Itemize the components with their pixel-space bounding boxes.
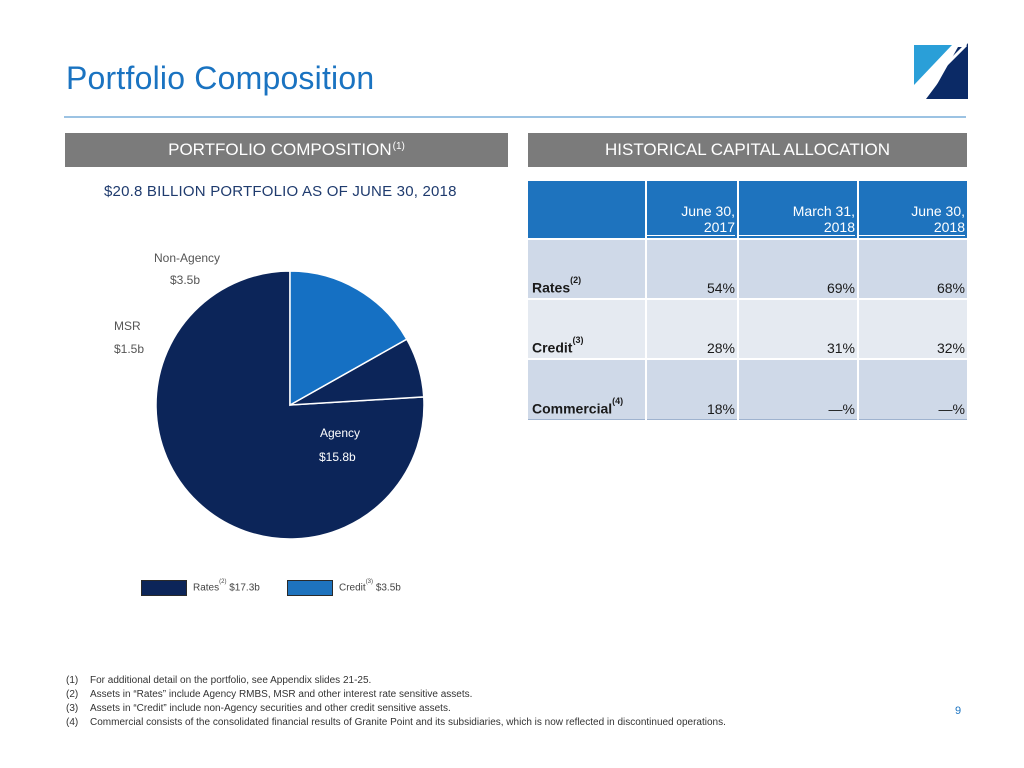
row-label-rates: Rates(2) bbox=[528, 238, 647, 299]
historical-capital-allocation-header-text: HISTORICAL CAPITAL ALLOCATION bbox=[605, 140, 890, 159]
pie-label-non-agency-value: $3.5b bbox=[170, 273, 201, 287]
table-header-col-2: March 31, 2018 bbox=[738, 181, 859, 239]
table-header-row: June 30, 2017 March 31, 2018 June 30, 2018 bbox=[528, 181, 967, 239]
page-number: 9 bbox=[955, 705, 962, 717]
table-row: Credit(3) 28% 31% 32% bbox=[528, 298, 967, 359]
row-label-commercial: Commercial(4) bbox=[528, 358, 647, 420]
portfolio-pie-chart bbox=[155, 270, 425, 540]
table-row: Commercial(4) 18% —% —% bbox=[528, 358, 967, 420]
table-cell: 54% bbox=[646, 238, 739, 299]
table-cell: 31% bbox=[738, 298, 859, 359]
portfolio-composition-header-note: (1) bbox=[392, 140, 405, 152]
footnote-1: (1) For additional detail on the portfoli… bbox=[66, 675, 372, 686]
pie-label-msr-value: $1.5b bbox=[114, 342, 145, 356]
legend-text-rates: Rates(2) $17.3b bbox=[193, 579, 260, 594]
footnote-4: (4) Commercial consists of the consolidat… bbox=[66, 717, 726, 728]
legend-item-rates: Rates(2) $17.3b bbox=[141, 579, 260, 596]
table-header-blank bbox=[528, 181, 647, 239]
table-cell: —% bbox=[858, 358, 967, 420]
table-cell: 68% bbox=[858, 238, 967, 299]
pie-label-agency-name: Agency bbox=[320, 426, 361, 440]
table-cell: 32% bbox=[858, 298, 967, 359]
pie-label-agency-value: $15.8b bbox=[319, 450, 356, 464]
historical-capital-allocation-header: HISTORICAL CAPITAL ALLOCATION bbox=[528, 133, 967, 167]
portfolio-composition-header-text: PORTFOLIO COMPOSITION bbox=[168, 140, 392, 159]
table-header-col-1: June 30, 2017 bbox=[646, 181, 739, 239]
portfolio-composition-header: PORTFOLIO COMPOSITION (1) bbox=[65, 133, 508, 167]
table-cell: —% bbox=[738, 358, 859, 420]
title-divider bbox=[64, 116, 966, 118]
legend-swatch-credit bbox=[287, 580, 333, 596]
row-label-credit: Credit(3) bbox=[528, 298, 647, 359]
legend-swatch-rates bbox=[141, 580, 187, 596]
company-logo bbox=[912, 43, 968, 99]
table-row: Rates(2) 54% 69% 68% bbox=[528, 238, 967, 299]
legend-text-credit: Credit(3) $3.5b bbox=[339, 579, 401, 594]
footnote-3: (3) Assets in “Credit” include non-Agency… bbox=[66, 703, 451, 714]
table-cell: 18% bbox=[646, 358, 739, 420]
page-title: Portfolio Composition bbox=[66, 60, 375, 96]
table-cell: 28% bbox=[646, 298, 739, 359]
table-header-col-3: June 30, 2018 bbox=[858, 181, 967, 239]
legend-item-credit: Credit(3) $3.5b bbox=[287, 579, 401, 596]
portfolio-size-heading: $20.8 BILLION PORTFOLIO AS OF JUNE 30, 2… bbox=[104, 183, 457, 200]
pie-label-msr-name: MSR bbox=[114, 319, 141, 333]
table-cell: 69% bbox=[738, 238, 859, 299]
footnote-2: (2) Assets in “Rates” include Agency RMBS… bbox=[66, 689, 473, 700]
pie-slice-non-agency bbox=[289, 270, 408, 407]
capital-allocation-table: June 30, 2017 March 31, 2018 June 30, 2018 … bbox=[528, 181, 967, 420]
footnotes: (1) For additional detail on the portfoli… bbox=[66, 674, 726, 730]
pie-label-non-agency-name: Non-Agency bbox=[154, 251, 221, 265]
